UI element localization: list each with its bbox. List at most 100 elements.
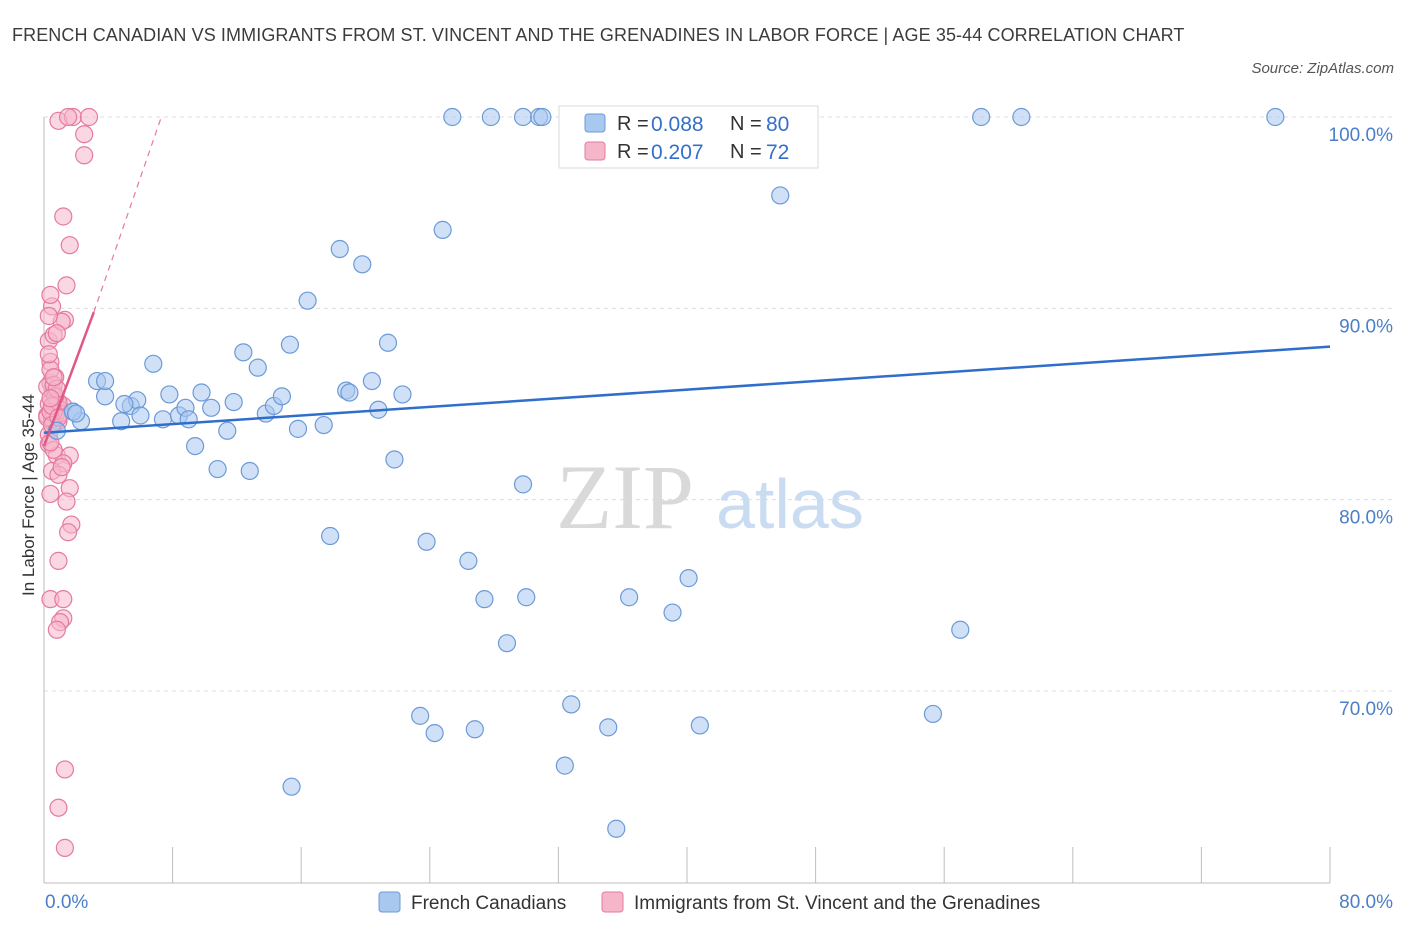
french-canadians-point-21 [234,343,253,362]
french-canadians-point-29 [298,291,317,310]
immigrants-point-22 [75,125,94,144]
immigrants-point-18 [54,207,73,226]
french-canadians-point-32 [330,239,349,259]
immigrants-point-39 [54,590,73,609]
french-canadians-point-55 [533,107,552,127]
immigrants-point-55 [39,306,58,326]
immigrants-point-54 [47,324,66,343]
french-canadians-point-46 [459,551,478,570]
french-canadians-point-75 [1266,107,1285,127]
immigrants-point-17 [57,276,76,295]
y-tick-label-1: 90.0% [1339,316,1393,337]
stats-legend-blue-swatch [584,113,606,133]
french-canadians-point-48 [475,590,494,609]
immigrants-point-64 [52,458,71,477]
immigrants-point-43 [55,760,74,779]
french-canadians-point-68 [690,716,709,735]
trend-line-french-canadians [43,345,1331,434]
legend-label-french-canadians: French Canadians [411,893,566,914]
series-legend: French Canadians Immigrants from St. Vin… [378,891,1040,914]
stats-n-value-blue: 80 [766,113,789,136]
french-canadians-point-17 [202,398,221,417]
french-canadians-point-30 [314,415,333,435]
french-canadians-point-50 [497,634,517,653]
french-canadians-point-27 [280,335,300,354]
immigrants-point-66 [39,345,58,364]
trend-line-immigrants-extension [93,116,162,313]
french-canadians-point-66 [663,603,682,622]
french-canadians-point-22 [240,461,259,481]
immigrants-point-36 [59,523,78,542]
french-canadians-point-42 [417,532,436,551]
watermark: ZIP atlas [556,446,864,548]
immigrants-point-34 [57,492,76,511]
french-canadians-point-45 [443,107,462,127]
french-canadians-point-12 [160,385,179,404]
french-canadians-point-5 [112,412,131,431]
legend-label-immigrants: Immigrants from St. Vincent and the Gren… [634,893,1040,914]
stats-n-label-pink: N = [730,141,762,163]
french-canadians-point-18 [208,459,227,479]
french-canadians-point-47 [465,720,484,739]
french-canadians-point-19 [218,421,237,440]
chart-title: FRENCH CANADIAN VS IMMIGRANTS FROM ST. V… [12,25,1185,45]
stats-legend: R = 0.088 N = 80 R = 0.207 N = 72 [558,105,819,169]
y-axis-title: In Labor Force | Age 35-44 [19,394,38,596]
watermark-atlas: atlas [716,465,864,543]
y-tick-labels: 100.0% 90.0% 80.0% 70.0% [1329,125,1394,720]
immigrants-point-14 [41,285,60,305]
french-canadians-point-10 [144,354,163,373]
french-canadians-point-70 [282,777,301,796]
immigrants-point-71 [41,389,60,408]
french-canadians-point-39 [385,450,404,469]
immigrants-point-23 [75,146,94,165]
legend-swatch-french-canadians [378,891,401,913]
immigrants-point-44 [49,798,68,817]
stats-r-label-blue: R = [617,113,649,135]
x-tick-label-min: 0.0% [45,892,88,913]
french-canadians-point-38 [378,333,398,352]
french-canadians-point-41 [411,706,430,725]
trend-lines [42,116,1331,447]
french-canadians-point-78 [115,394,134,414]
french-canadians-point-49 [481,107,500,127]
french-canadians-point-57 [562,695,581,714]
french-canadians-point-56 [555,756,574,775]
french-canadians-point-44 [433,220,452,239]
french-canadians-point-69 [771,186,790,205]
french-canadians-point-72 [951,620,970,639]
french-canadians-point-79 [179,410,198,429]
french-canadians-point-40 [393,385,412,404]
french-canadians-point-7 [95,371,115,391]
french-canadians-point-52 [513,107,533,127]
y-tick-label-3: 70.0% [1339,699,1393,720]
french-canadians-point-77 [67,404,86,423]
stats-n-label-blue: N = [730,113,762,135]
french-canadians-point-28 [288,419,308,438]
stats-n-value-pink: 72 [766,141,789,164]
french-canadians-point-43 [425,723,444,743]
immigrants-point-24 [79,107,99,127]
french-canadians-point-63 [620,588,639,607]
immigrants-point-69 [44,368,63,387]
french-canadians-point-26 [272,387,292,406]
french-canadians-point-34 [340,383,359,402]
stats-legend-pink-swatch [584,141,606,161]
french-canadians-point-23 [248,358,267,377]
french-canadians-point-9 [131,406,150,425]
french-canadians-point-53 [517,588,536,607]
french-canadians-point-60 [599,718,618,737]
stats-r-value-blue: 0.088 [651,113,704,136]
french-canadians-point-20 [224,392,243,412]
french-canadians-point-51 [513,475,533,494]
french-canadians-point-71 [923,704,943,724]
french-canadians-point-16 [192,383,211,402]
y-tick-label-2: 80.0% [1339,508,1393,529]
immigrants-point-19 [60,236,79,255]
grid-lines [44,116,1393,692]
french-canadians-point-67 [679,569,698,588]
stats-r-label-pink: R = [617,141,649,163]
french-canadians-point-31 [321,526,340,546]
y-tick-label-0: 100.0% [1329,125,1394,146]
